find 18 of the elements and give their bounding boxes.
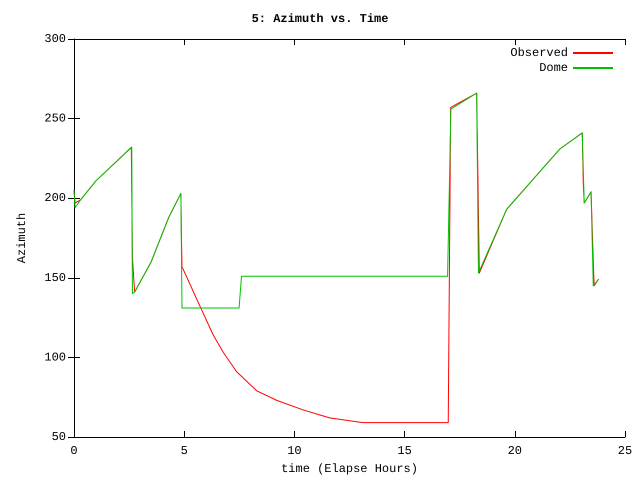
line-series [74, 92, 599, 309]
y-tick-label: 150 [44, 270, 66, 285]
y-tick-label: 300 [44, 32, 66, 46]
y-tick-label: 50 [52, 430, 66, 444]
y-tick-label: 100 [44, 350, 66, 364]
x-tick-label: 0 [70, 444, 78, 458]
x-tick-label: 20 [508, 444, 522, 458]
legend-label: Dome [539, 61, 568, 75]
x-tick-label: 10 [287, 444, 302, 458]
y-axis-title: Azimuth [15, 212, 29, 264]
x-tick-label: 25 [618, 444, 632, 458]
y-tick-label: 200 [44, 191, 66, 206]
chart-title: 5: Azimuth vs. Time [252, 12, 388, 26]
x-axis-title: time (Elapse Hours) [281, 462, 418, 476]
x-tick-label: 5 [180, 444, 188, 458]
legend-label: Observed [510, 46, 568, 60]
y-tick-label: 250 [44, 112, 66, 126]
x-tick-label: 15 [397, 444, 412, 458]
